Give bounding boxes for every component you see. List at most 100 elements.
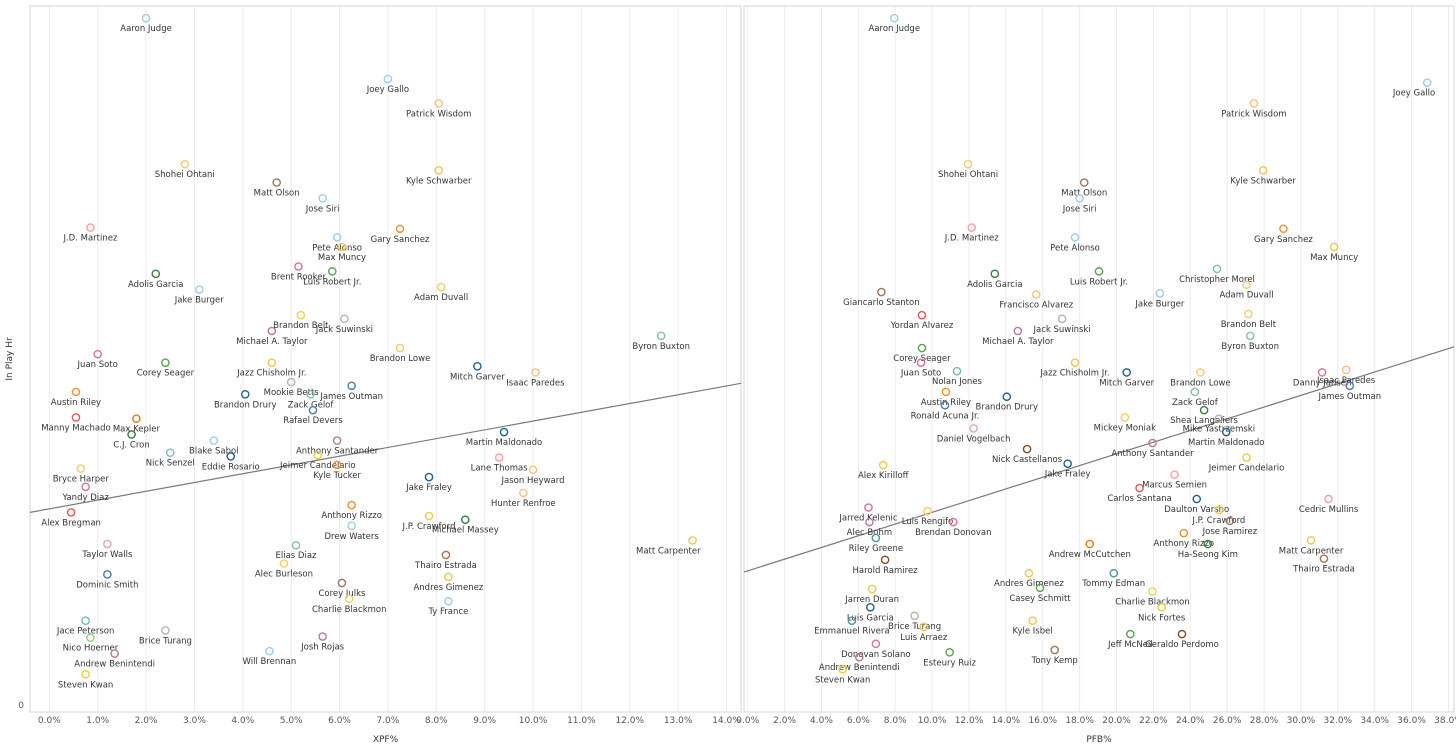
point-label: Jeimer Candelario bbox=[1208, 464, 1285, 474]
point-label: Nico Hoerner bbox=[63, 644, 119, 654]
data-point bbox=[1050, 645, 1060, 655]
data-point bbox=[1075, 194, 1084, 203]
data-point bbox=[86, 633, 95, 643]
x-axis-title: PFB% bbox=[1086, 735, 1112, 745]
data-point bbox=[226, 452, 236, 461]
data-point bbox=[461, 515, 470, 524]
point-label: Andres Gimenez bbox=[413, 583, 483, 593]
point-label: Jose Siri bbox=[305, 204, 340, 214]
point-label: Adolis Garcia bbox=[128, 280, 183, 290]
point-label: Aaron Judge bbox=[120, 24, 172, 34]
data-point bbox=[1179, 528, 1189, 538]
point-label: Lane Thomas bbox=[471, 464, 529, 474]
point-label: Francisco Alvarez bbox=[999, 300, 1073, 310]
data-point bbox=[519, 488, 528, 498]
x-tick-label: 13.0% bbox=[664, 716, 693, 726]
data-point bbox=[424, 511, 434, 521]
point-label: Dominic Smith bbox=[76, 580, 138, 590]
x-tick-label: 28.0% bbox=[1250, 716, 1279, 726]
point-label: Matt Olson bbox=[254, 189, 300, 199]
point-label: Anthony Rizzo bbox=[321, 511, 382, 521]
data-point bbox=[436, 282, 446, 292]
data-point bbox=[1329, 242, 1339, 252]
point-label: Brandon Drury bbox=[976, 403, 1039, 413]
data-point bbox=[1244, 309, 1253, 319]
data-point bbox=[76, 464, 86, 473]
point-label: Gary Sanchez bbox=[1254, 235, 1313, 245]
trend-line bbox=[743, 346, 1455, 573]
data-point bbox=[291, 540, 301, 550]
data-point bbox=[1155, 288, 1165, 298]
data-point bbox=[1258, 166, 1268, 175]
point-label: Bryce Harper bbox=[53, 475, 110, 485]
data-point bbox=[990, 269, 1000, 279]
data-point bbox=[945, 648, 954, 657]
data-point bbox=[838, 665, 847, 674]
point-label: Pete Alonso bbox=[312, 243, 362, 253]
point-label: Nick Fortes bbox=[1138, 613, 1186, 623]
data-point bbox=[151, 269, 161, 279]
data-point bbox=[1094, 267, 1104, 276]
x-tick-label: 6.0% bbox=[328, 716, 351, 726]
data-point bbox=[1317, 368, 1327, 377]
point-label: J.D. Martinez bbox=[62, 234, 118, 244]
point-label: Donovan Solano bbox=[841, 650, 910, 660]
point-label: Jace Peterson bbox=[56, 627, 114, 637]
data-point bbox=[296, 310, 306, 320]
x-tick-label: 2.0% bbox=[773, 716, 796, 726]
data-point bbox=[528, 465, 538, 475]
data-point bbox=[1170, 470, 1179, 479]
data-point bbox=[1221, 427, 1231, 437]
data-point bbox=[347, 521, 356, 531]
data-point bbox=[889, 13, 899, 23]
x-tick-label: 8.0% bbox=[884, 716, 907, 726]
point-label: Blake Sabol bbox=[189, 447, 239, 457]
data-point bbox=[1013, 326, 1023, 336]
x-tick-label: 14.0% bbox=[992, 716, 1021, 726]
data-point bbox=[444, 596, 453, 606]
point-label: Alec Bohm bbox=[847, 528, 892, 538]
point-label: Brandon Drury bbox=[214, 400, 277, 410]
point-label: Kyle Schwarber bbox=[1230, 176, 1296, 186]
data-point bbox=[877, 287, 886, 297]
data-point bbox=[71, 413, 81, 422]
data-point bbox=[194, 285, 204, 294]
point-label: Jack Suwinski bbox=[1033, 325, 1091, 335]
point-label: Patrick Wisdom bbox=[406, 109, 471, 119]
data-point bbox=[880, 555, 890, 565]
x-tick-label: 34.0% bbox=[1360, 716, 1389, 726]
data-point bbox=[1319, 554, 1329, 563]
data-point bbox=[871, 533, 881, 543]
data-point bbox=[910, 611, 919, 621]
point-label: Brandon Belt bbox=[273, 321, 329, 331]
point-label: Hunter Renfroe bbox=[491, 499, 556, 509]
data-point bbox=[952, 366, 962, 376]
point-label: Thairo Estrada bbox=[1292, 565, 1355, 575]
data-point bbox=[969, 424, 978, 433]
point-label: Luis Robert Jr. bbox=[303, 277, 361, 287]
data-point bbox=[1199, 405, 1209, 415]
point-label: Luis Garcia bbox=[847, 613, 894, 623]
data-point bbox=[1245, 331, 1255, 341]
point-label: Marcus Semien bbox=[1142, 481, 1207, 491]
x-tick-label: 5.0% bbox=[280, 716, 303, 726]
data-point bbox=[306, 389, 315, 399]
point-label: Andrew Benintendi bbox=[819, 663, 900, 673]
point-label: Brice Turang bbox=[139, 636, 192, 646]
data-point bbox=[847, 616, 857, 626]
data-point bbox=[1192, 494, 1202, 504]
point-label: Mitch Garver bbox=[1099, 378, 1154, 388]
point-label: Max Muncy bbox=[318, 253, 366, 263]
point-label: Elias Diaz bbox=[276, 551, 318, 561]
point-label: Luis Robert Jr. bbox=[1070, 277, 1128, 287]
data-point bbox=[1249, 99, 1259, 108]
data-point bbox=[1177, 629, 1187, 639]
data-point bbox=[1122, 368, 1131, 377]
x-axis-title: XPF% bbox=[373, 735, 399, 745]
point-label: Andres Gimenez bbox=[994, 579, 1064, 589]
point-label: Charlie Blackmon bbox=[1115, 597, 1190, 607]
point-label: Juan Soto bbox=[77, 360, 118, 370]
x-tick-label: 12.0% bbox=[955, 716, 984, 726]
point-label: Luis Arraez bbox=[900, 633, 948, 643]
point-label: Daniel Vogelbach bbox=[937, 434, 1011, 444]
